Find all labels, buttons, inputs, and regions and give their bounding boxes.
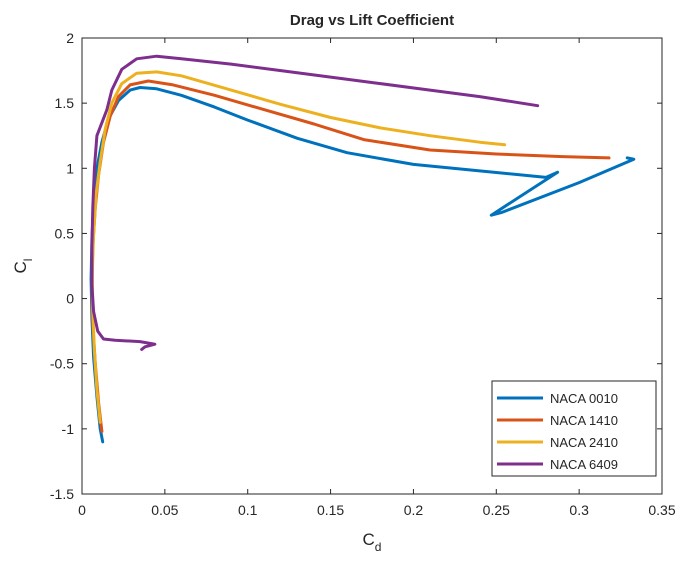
x-axis-label-main: C [363,530,375,549]
legend-label-naca-2410: NACA 2410 [550,435,618,450]
legend-items: NACA 0010 NACA 1410 NACA 2410 NACA 6409 [497,391,618,472]
legend-label-naca-1410: NACA 1410 [550,413,618,428]
y-tick-label: 1.5 [55,95,75,111]
x-tick-label: 0.1 [238,502,258,518]
x-tick-label: 0 [78,502,86,518]
chart-title: Drag vs Lift Coefficient [290,12,454,29]
legend: NACA 0010 NACA 1410 NACA 2410 NACA 6409 [491,380,657,477]
y-tick-label: -1.5 [50,486,74,502]
y-axis-label-sub: l [21,259,35,262]
y-axis-label: Cl [11,259,35,274]
x-tick-label: 0.25 [483,502,510,518]
y-tick-label: -0.5 [50,356,74,372]
legend-label-naca-6409: NACA 6409 [550,457,618,472]
y-tick-label: 1 [66,160,74,176]
y-axis-ticks: -1.5 -1 -0.5 0 0.5 1 1.5 2 [50,30,662,502]
y-tick-label: 0.5 [55,225,75,241]
legend-label-naca-0010: NACA 0010 [550,391,618,406]
x-tick-label: 0.05 [151,502,178,518]
x-axis-ticks: 0 0.05 0.1 0.15 0.2 0.25 0.3 0.35 [78,38,676,518]
x-axis-label-sub: d [375,540,382,554]
y-tick-label: 0 [66,291,74,307]
x-tick-label: 0.3 [569,502,589,518]
series-line-naca-6409 [90,54,540,351]
x-tick-label: 0.15 [317,502,344,518]
y-axis-label-main: C [11,261,30,273]
y-tick-label: -1 [62,421,75,437]
x-tick-label: 0.35 [648,502,675,518]
x-tick-label: 0.2 [404,502,424,518]
series-lines [89,54,636,444]
y-tick-label: 2 [66,30,74,46]
x-axis-label: Cd [363,530,382,554]
